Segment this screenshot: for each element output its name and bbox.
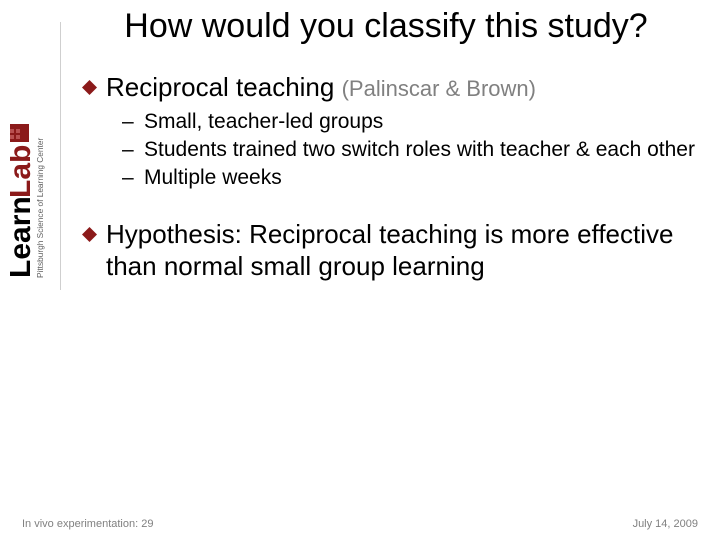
slide-content: How would you classify this study? Recip… (70, 6, 702, 522)
sub-bullet-item: – Multiple weeks (122, 165, 702, 192)
bullet-text: Reciprocal teaching (Palinscar & Brown) (106, 71, 536, 104)
bullet-lead: Reciprocal teaching (106, 72, 334, 102)
bullet-lead: Hypothesis: (106, 219, 242, 249)
logo-divider (60, 22, 61, 290)
diamond-bullet-icon (82, 227, 97, 242)
learnlab-logo: Learn Lab Pittsburgh Science of Learning… (10, 18, 58, 298)
dash-icon: – (122, 137, 144, 164)
dash-icon: – (122, 109, 144, 136)
svg-text:Lab: Lab (10, 145, 37, 198)
svg-text:Learn: Learn (10, 196, 37, 278)
footer-left: In vivo experimentation: 29 (22, 518, 153, 530)
sub-bullet-text: Multiple weeks (144, 165, 282, 192)
slide-body: Reciprocal teaching (Palinscar & Brown) … (70, 71, 702, 283)
diamond-bullet-icon (82, 80, 97, 95)
logo-subtext: Pittsburgh Science of Learning Center (35, 138, 45, 278)
footer-right: July 14, 2009 (633, 518, 698, 530)
sub-bullet-text: Students trained two switch roles with t… (144, 137, 695, 164)
bullet-item: Reciprocal teaching (Palinscar & Brown) (82, 71, 702, 104)
sub-bullet-item: – Small, teacher-led groups (122, 109, 702, 136)
bullet-item: Hypothesis: Reciprocal teaching is more … (82, 218, 702, 283)
sub-bullet-list: – Small, teacher-led groups – Students t… (122, 109, 702, 192)
sub-bullet-text: Small, teacher-led groups (144, 109, 383, 136)
slide-title: How would you classify this study? (100, 6, 672, 47)
sub-bullet-item: – Students trained two switch roles with… (122, 137, 702, 164)
dash-icon: – (122, 165, 144, 192)
bullet-text: Hypothesis: Reciprocal teaching is more … (106, 218, 702, 283)
bullet-citation: (Palinscar & Brown) (342, 76, 536, 101)
